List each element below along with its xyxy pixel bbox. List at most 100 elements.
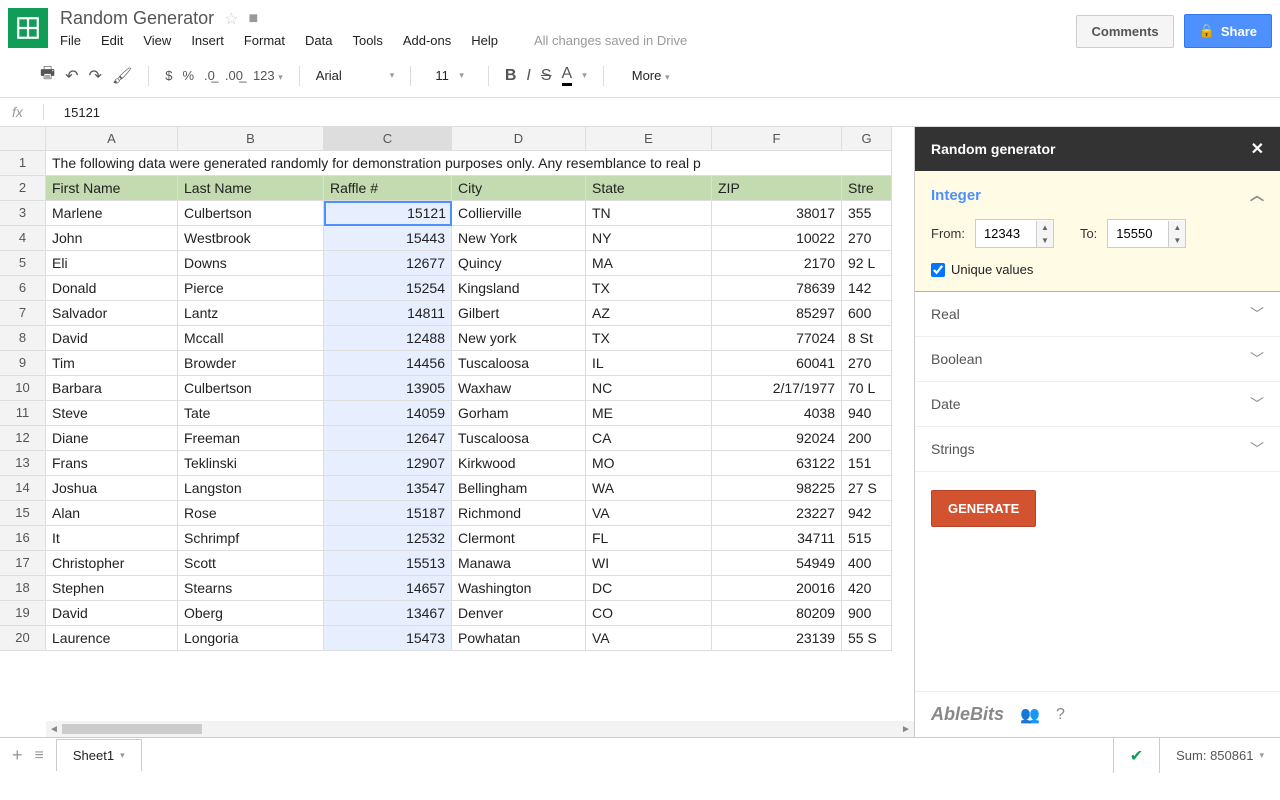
cell[interactable]: MA — [586, 251, 712, 276]
scroll-right-icon[interactable]: ► — [898, 721, 914, 737]
cell[interactable]: 200 — [842, 426, 892, 451]
to-up-icon[interactable]: ▲ — [1169, 221, 1185, 234]
row-header[interactable]: 6 — [0, 276, 46, 301]
cell[interactable]: 940 — [842, 401, 892, 426]
cell[interactable]: Gilbert — [452, 301, 586, 326]
cell[interactable]: 13905 — [324, 376, 452, 401]
from-input[interactable] — [976, 220, 1036, 247]
menu-file[interactable]: File — [60, 33, 81, 48]
cell[interactable]: 15254 — [324, 276, 452, 301]
cell[interactable]: Diane — [46, 426, 178, 451]
cell[interactable]: Culbertson — [178, 201, 324, 226]
cell[interactable]: Pierce — [178, 276, 324, 301]
cell[interactable]: 14811 — [324, 301, 452, 326]
cell[interactable]: Oberg — [178, 601, 324, 626]
cell[interactable]: Freeman — [178, 426, 324, 451]
row-header[interactable]: 7 — [0, 301, 46, 326]
row-header[interactable]: 16 — [0, 526, 46, 551]
cell[interactable]: 80209 — [712, 601, 842, 626]
cell[interactable]: 12677 — [324, 251, 452, 276]
cell[interactable]: 12532 — [324, 526, 452, 551]
cell[interactable]: John — [46, 226, 178, 251]
cell[interactable]: 55 S — [842, 626, 892, 651]
cell[interactable]: CA — [586, 426, 712, 451]
to-input[interactable] — [1108, 220, 1168, 247]
cell[interactable]: 13547 — [324, 476, 452, 501]
cell[interactable]: Salvador — [46, 301, 178, 326]
sheet-tab[interactable]: Sheet1 ▾ — [56, 739, 142, 771]
cell[interactable]: WI — [586, 551, 712, 576]
cell[interactable]: 15443 — [324, 226, 452, 251]
cell[interactable]: 63122 — [712, 451, 842, 476]
cell[interactable]: 14657 — [324, 576, 452, 601]
italic-icon[interactable]: I — [526, 67, 530, 85]
to-down-icon[interactable]: ▼ — [1169, 234, 1185, 247]
row-header[interactable]: 11 — [0, 401, 46, 426]
cell[interactable]: Schrimpf — [178, 526, 324, 551]
formula-value[interactable]: 15121 — [64, 105, 100, 120]
cell[interactable]: 4038 — [712, 401, 842, 426]
boolean-section[interactable]: Boolean﹀ — [915, 337, 1280, 382]
cell[interactable]: Christopher — [46, 551, 178, 576]
cell[interactable]: 34711 — [712, 526, 842, 551]
cell[interactable]: Stephen — [46, 576, 178, 601]
cell[interactable]: 151 — [842, 451, 892, 476]
col-header[interactable]: E — [586, 127, 712, 151]
grid-corner[interactable] — [0, 127, 46, 151]
row-header[interactable]: 5 — [0, 251, 46, 276]
cell[interactable]: 2/17/1977 — [712, 376, 842, 401]
add-sheet-icon[interactable]: + — [12, 745, 23, 766]
cell[interactable]: 15513 — [324, 551, 452, 576]
cell[interactable]: 12907 — [324, 451, 452, 476]
cell[interactable]: Powhatan — [452, 626, 586, 651]
cell[interactable]: Browder — [178, 351, 324, 376]
cell[interactable]: ME — [586, 401, 712, 426]
font-size-selector[interactable]: 11 ▾ — [427, 66, 472, 85]
cell[interactable]: Tate — [178, 401, 324, 426]
cell[interactable]: TX — [586, 326, 712, 351]
cell[interactable]: 15473 — [324, 626, 452, 651]
row-header[interactable]: 8 — [0, 326, 46, 351]
cell[interactable]: Waxhaw — [452, 376, 586, 401]
cell[interactable]: Kingsland — [452, 276, 586, 301]
menu-tools[interactable]: Tools — [352, 33, 382, 48]
cell[interactable]: Laurence — [46, 626, 178, 651]
cell[interactable]: Marlene — [46, 201, 178, 226]
cell[interactable]: 515 — [842, 526, 892, 551]
cell[interactable]: FL — [586, 526, 712, 551]
cell[interactable]: 85297 — [712, 301, 842, 326]
scroll-left-icon[interactable]: ◄ — [46, 721, 62, 737]
status-sum[interactable]: Sum: 850861 ▾ — [1176, 748, 1264, 763]
cell[interactable]: Frans — [46, 451, 178, 476]
sheet-tab-menu-icon[interactable]: ▾ — [120, 750, 125, 761]
redo-icon[interactable]: ↷ — [89, 66, 102, 86]
format-123[interactable]: 123 ▾ — [253, 68, 283, 83]
people-icon[interactable]: 👥 — [1020, 705, 1040, 725]
cell[interactable]: 20016 — [712, 576, 842, 601]
cell[interactable]: Lantz — [178, 301, 324, 326]
cell[interactable]: 400 — [842, 551, 892, 576]
cell[interactable]: 10022 — [712, 226, 842, 251]
cell[interactable]: Gorham — [452, 401, 586, 426]
cell[interactable]: Tim — [46, 351, 178, 376]
cell[interactable]: Denver — [452, 601, 586, 626]
row-header[interactable]: 4 — [0, 226, 46, 251]
cell[interactable]: 600 — [842, 301, 892, 326]
row-header[interactable]: 3 — [0, 201, 46, 226]
menu-format[interactable]: Format — [244, 33, 285, 48]
real-section[interactable]: Real﹀ — [915, 292, 1280, 337]
cell[interactable]: Westbrook — [178, 226, 324, 251]
cell[interactable]: TN — [586, 201, 712, 226]
cell[interactable]: 142 — [842, 276, 892, 301]
row-header[interactable]: 10 — [0, 376, 46, 401]
cell[interactable]: Teklinski — [178, 451, 324, 476]
row-header[interactable]: 18 — [0, 576, 46, 601]
col-header[interactable]: D — [452, 127, 586, 151]
row-header[interactable]: 19 — [0, 601, 46, 626]
cell[interactable]: 12488 — [324, 326, 452, 351]
cell[interactable]: 15121 — [324, 201, 452, 226]
row-header[interactable]: 2 — [0, 176, 46, 201]
text-color-icon[interactable]: A — [562, 65, 573, 86]
cell[interactable]: 92024 — [712, 426, 842, 451]
from-down-icon[interactable]: ▼ — [1037, 234, 1053, 247]
